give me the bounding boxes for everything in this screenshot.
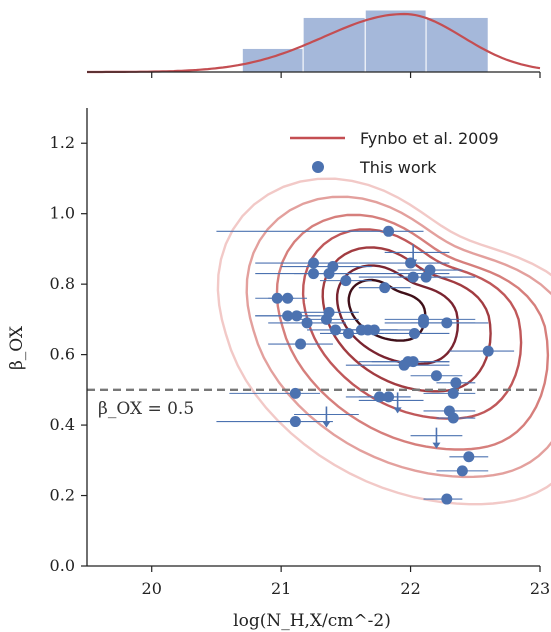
data-point bbox=[407, 271, 419, 283]
histogram-bar bbox=[364, 9, 427, 73]
data-point bbox=[447, 412, 459, 424]
data-point bbox=[407, 356, 419, 368]
fynbo-contours bbox=[216, 177, 551, 506]
data-point bbox=[456, 465, 468, 477]
x-tick-label: 20 bbox=[142, 579, 162, 598]
data-point bbox=[447, 387, 459, 399]
data-point bbox=[450, 377, 462, 389]
data-point bbox=[289, 416, 301, 428]
data-point bbox=[418, 313, 430, 325]
upper-limit-arrowhead bbox=[393, 407, 402, 414]
data-point bbox=[441, 493, 453, 505]
data-point bbox=[482, 345, 494, 357]
contour-level-7 bbox=[347, 278, 427, 342]
data-point bbox=[301, 317, 313, 329]
data-point bbox=[295, 338, 307, 350]
data-point bbox=[342, 327, 354, 339]
y-tick-label: 0.8 bbox=[50, 274, 75, 293]
data-point bbox=[383, 225, 395, 237]
y-tick-label: 0.0 bbox=[50, 556, 75, 575]
legend-swatch-this-work bbox=[312, 161, 324, 173]
data-point bbox=[291, 310, 303, 322]
y-axis-label: β_OX bbox=[7, 325, 27, 370]
data-point bbox=[282, 292, 294, 304]
data-point bbox=[383, 391, 395, 403]
y-tick-label: 0.6 bbox=[50, 345, 75, 364]
contour-level-2 bbox=[245, 195, 551, 479]
legend-label-this-work: This work bbox=[359, 158, 437, 177]
top-marginal-panel bbox=[87, 9, 541, 78]
histogram-bar bbox=[241, 47, 304, 73]
data-point bbox=[441, 317, 453, 329]
data-point bbox=[368, 324, 380, 336]
histogram-bar bbox=[302, 16, 366, 73]
reference-line-label: β_OX = 0.5 bbox=[98, 399, 194, 419]
y-tick-label: 0.2 bbox=[50, 486, 75, 505]
data-point bbox=[408, 327, 420, 339]
main-plot-area: 20 21 22 23 0.0 0.2 0.4 0.6 0.8 1.0 1.2 bbox=[50, 108, 551, 598]
data-point bbox=[308, 268, 319, 280]
tick-labels: 20 21 22 23 0.0 0.2 0.4 0.6 0.8 1.0 1.2 bbox=[50, 133, 551, 598]
data-point bbox=[289, 387, 301, 399]
legend: Fynbo et al. 2009 This work bbox=[290, 129, 499, 177]
x-tick-label: 22 bbox=[400, 579, 420, 598]
data-point bbox=[374, 391, 386, 403]
data-point bbox=[282, 310, 294, 322]
contour-level-3 bbox=[275, 213, 550, 451]
y-tick-label: 0.4 bbox=[50, 415, 75, 434]
y-tick-label: 1.0 bbox=[50, 204, 75, 223]
histogram-bar bbox=[425, 16, 489, 73]
upper-limit-arrowhead bbox=[409, 259, 418, 266]
x-tick-label: 21 bbox=[271, 579, 291, 598]
data-point bbox=[379, 282, 391, 294]
y-tick-label: 1.2 bbox=[50, 133, 75, 152]
data-point bbox=[330, 324, 342, 336]
data-point bbox=[420, 271, 432, 283]
data-point bbox=[320, 313, 332, 325]
axes bbox=[81, 108, 541, 572]
legend-label-fynbo: Fynbo et al. 2009 bbox=[360, 129, 499, 148]
data-point bbox=[340, 275, 352, 287]
data-point bbox=[271, 292, 283, 304]
contour-level-1 bbox=[216, 177, 551, 506]
data-point bbox=[430, 370, 442, 382]
data-point bbox=[463, 451, 475, 463]
x-axis-label: log(N_H,X/cm^-2) bbox=[233, 611, 391, 631]
upper-limit-arrowhead bbox=[432, 442, 441, 449]
x-tick-label: 23 bbox=[530, 579, 550, 598]
upper-limit-arrowhead bbox=[322, 421, 331, 428]
data-points bbox=[271, 225, 494, 505]
data-point bbox=[308, 257, 319, 269]
data-point bbox=[323, 268, 335, 280]
